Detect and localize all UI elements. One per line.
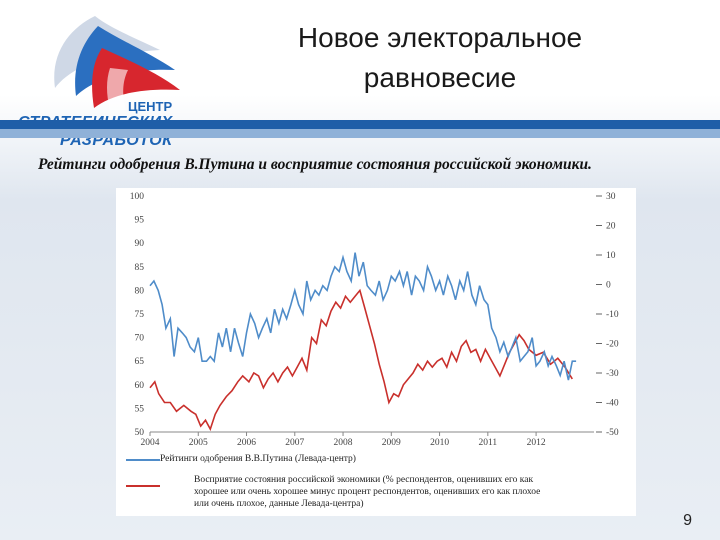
y-left-tick-label: 60: [135, 381, 145, 391]
x-tick-label: 2009: [382, 438, 401, 448]
legend-economy-line-3: или очень плохое, данные Левада-центра): [194, 499, 364, 509]
title-line-2: равновесие: [363, 62, 517, 93]
legend-swatch-approval: [126, 459, 160, 461]
x-tick-label: 2011: [478, 438, 497, 448]
legend-economy-line-2: хорошее или очень хорошее минус процент …: [194, 487, 541, 497]
line-chart: 100959085807570656055503020100-10-20-30-…: [130, 192, 619, 448]
series-line-economy: [149, 288, 573, 432]
y-right-tick-label: 0: [606, 281, 611, 291]
y-left-tick-label: 65: [135, 357, 145, 367]
x-tick-label: 2008: [334, 438, 353, 448]
x-tick-label: 2012: [527, 438, 546, 448]
x-tick-label: 2010: [430, 438, 449, 448]
y-right-tick-label: 10: [606, 251, 616, 261]
series-line-approval: [149, 252, 577, 381]
y-left-tick-label: 80: [135, 286, 145, 296]
page-number: 9: [683, 512, 692, 529]
y-right-tick-label: -20: [606, 340, 619, 350]
logo-text-top: ЦЕНТР: [128, 99, 173, 114]
legend-label-economy: Восприятие состояния российской экономик…: [194, 474, 634, 510]
legend-swatch-economy: [126, 485, 160, 487]
y-left-tick-label: 95: [135, 216, 145, 226]
chart-container: 100 95 90 85 80 75 70 65 60 55 50 30 20 10 0 -10 -20 -30-…: [116, 188, 636, 516]
header-band: ЦЕНТР СТРАТЕГИЧЕСКИХ РАЗРАБОТОК Новое эл…: [0, 0, 720, 150]
legend-economy-line-1: Восприятие состояния российской экономик…: [194, 475, 534, 485]
header-stripe-dark: [0, 120, 720, 129]
legend-label-approval: Рейтинги одобрения В.В.Путина (Левада-це…: [160, 454, 356, 464]
page-title: Новое электоральное равновесие: [250, 18, 630, 98]
y-left-tick-label: 75: [135, 310, 145, 320]
y-right-tick-label: -30: [606, 369, 619, 379]
x-tick-label: 2006: [237, 438, 256, 448]
y-left-tick-label: 50: [135, 428, 145, 438]
x-tick-label: 2007: [285, 438, 304, 448]
chart-subtitle: Рейтинги одобрения В.Путина и восприятие…: [38, 156, 592, 173]
y-right-tick-label: -50: [606, 428, 619, 438]
y-right-tick-label: 30: [606, 192, 616, 202]
y-left-tick-label: 90: [135, 239, 145, 249]
y-right-tick-label: -10: [606, 310, 619, 320]
header-stripe-light: [0, 129, 720, 138]
y-right-tick-label: 20: [606, 222, 616, 232]
y-left-tick-label: 100: [130, 192, 145, 202]
logo-sail-icon: [54, 16, 180, 110]
y-left-tick-label: 85: [135, 263, 145, 273]
x-tick-label: 2005: [189, 438, 208, 448]
y-left-tick-label: 55: [135, 404, 145, 414]
y-right-tick-label: -40: [606, 399, 619, 409]
x-tick-label: 2004: [141, 438, 160, 448]
y-left-tick-label: 70: [135, 334, 145, 344]
title-line-1: Новое электоральное: [297, 22, 583, 53]
